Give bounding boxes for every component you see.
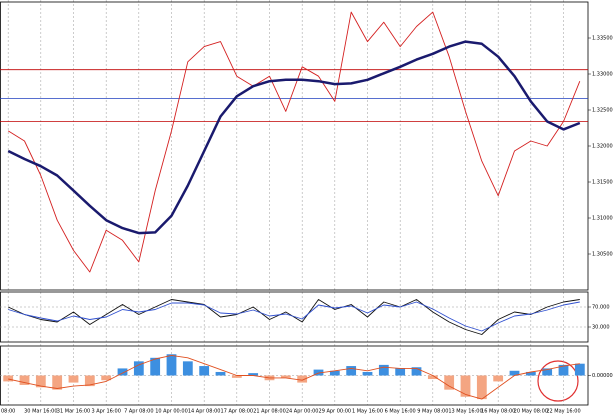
histogram-bar (166, 354, 177, 376)
highlight-circle (537, 360, 579, 402)
x-tick-label: 10 Apr 00:00 (155, 409, 188, 415)
histogram-bar (444, 375, 455, 390)
histogram-bar (542, 368, 553, 376)
x-tick-label: 7 Apr 08:00 (124, 409, 153, 415)
histogram-bar (3, 375, 14, 382)
histogram-bar (493, 375, 504, 382)
histogram-bar (101, 375, 112, 381)
histogram-bar (329, 370, 340, 376)
series-line (7, 40, 581, 235)
series-line (8, 301, 580, 332)
x-tick-label: 31 Mar 16:00 (57, 409, 90, 415)
histogram-bar (231, 375, 242, 378)
histogram-bar (346, 366, 357, 376)
y-tick-label: 1.33500 (592, 36, 613, 42)
x-tick-label: 21 Apr 08:00 (253, 409, 286, 415)
histogram-bar (150, 357, 161, 376)
series-line (8, 354, 580, 400)
histogram-bar (117, 368, 128, 376)
x-tick-label: 08:00 (1, 409, 15, 415)
series-line (7, 11, 581, 273)
histogram-bar (84, 375, 95, 387)
y-tick-label: 30.000 (592, 325, 610, 331)
y-tick-label: 0.00000 (592, 373, 613, 379)
y-tick-label: 1.31500 (592, 180, 613, 186)
series-line (8, 299, 580, 335)
x-tick-label: 22 May 16:00 (546, 409, 580, 415)
y-tick-label: 1.32000 (592, 144, 613, 150)
x-tick-label: 13 May 16:00 (448, 409, 482, 415)
x-tick-label: 20 May 08:00 (514, 409, 548, 415)
histogram-bar (574, 363, 585, 376)
y-tick-label: 1.32500 (592, 108, 613, 114)
x-tick-label: 14 Apr 08:00 (188, 409, 221, 415)
histogram-bar (248, 373, 259, 376)
x-tick-label: 16 May 08:00 (481, 409, 515, 415)
histogram-bar (378, 364, 389, 376)
histogram-bar (297, 375, 308, 383)
x-tick-label: 17 Apr 08:00 (221, 409, 254, 415)
histogram-bar (68, 375, 79, 383)
histogram-bar (362, 371, 373, 376)
histogram-bar (460, 375, 471, 397)
histogram-bar (558, 364, 569, 376)
y-tick-label: 1.31000 (592, 216, 613, 222)
histogram-bar (19, 375, 30, 385)
histogram-bar (395, 368, 406, 376)
y-tick-label: 70.000 (592, 305, 610, 311)
histogram-bar (182, 361, 193, 376)
histogram-bar (35, 375, 46, 388)
y-tick-label: 1.30500 (592, 252, 613, 258)
histogram-bar (509, 370, 520, 376)
histogram-bar (427, 375, 438, 380)
histogram-bar (280, 375, 291, 378)
histogram-bar (52, 375, 63, 390)
histogram-bar (525, 371, 536, 376)
histogram-bar (199, 366, 210, 376)
histogram-bar (411, 367, 422, 376)
x-tick-label: 30 Mar 16:00 (24, 409, 57, 415)
histogram-bar (215, 371, 226, 376)
x-tick-label: 1 May 16:00 (352, 409, 383, 415)
histogram-bar (313, 369, 324, 376)
histogram-bar (133, 361, 144, 376)
panel-frame (0, 291, 589, 343)
x-tick-label: 3 Apr 16:00 (91, 409, 120, 415)
y-tick-label: 1.33000 (592, 72, 613, 78)
histogram-bar (476, 375, 487, 400)
x-tick-label: 6 May 16:00 (385, 409, 416, 415)
x-tick-label: 24 Apr 00:00 (286, 409, 319, 415)
x-tick-label: 9 May 08:00 (417, 409, 448, 415)
x-tick-label: 29 Apr 00:00 (319, 409, 352, 415)
